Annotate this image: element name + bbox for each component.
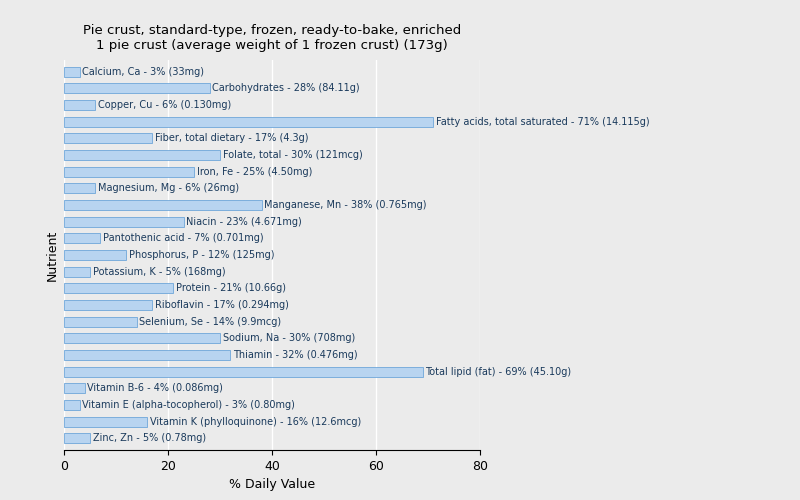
Text: Copper, Cu - 6% (0.130mg): Copper, Cu - 6% (0.130mg) (98, 100, 231, 110)
Bar (64, 166, 194, 176)
Bar (64, 150, 220, 160)
Text: Phosphorus, P - 12% (125mg): Phosphorus, P - 12% (125mg) (129, 250, 274, 260)
Bar (64, 116, 434, 126)
Bar (64, 84, 210, 94)
Text: Riboflavin - 17% (0.294mg): Riboflavin - 17% (0.294mg) (155, 300, 289, 310)
Bar (64, 216, 184, 226)
Text: Iron, Fe - 25% (4.50mg): Iron, Fe - 25% (4.50mg) (197, 166, 312, 176)
Bar (64, 250, 126, 260)
Text: Zinc, Zn - 5% (0.78mg): Zinc, Zn - 5% (0.78mg) (93, 434, 206, 444)
Text: Magnesium, Mg - 6% (26mg): Magnesium, Mg - 6% (26mg) (98, 184, 239, 194)
Bar (64, 66, 79, 76)
Y-axis label: Nutrient: Nutrient (46, 230, 58, 280)
Text: Total lipid (fat) - 69% (45.10g): Total lipid (fat) - 69% (45.10g) (426, 366, 571, 376)
Bar (64, 366, 422, 376)
Text: Selenium, Se - 14% (9.9mcg): Selenium, Se - 14% (9.9mcg) (139, 316, 282, 326)
Text: Fatty acids, total saturated - 71% (14.115g): Fatty acids, total saturated - 71% (14.1… (436, 116, 650, 126)
Bar (64, 316, 137, 326)
Bar (64, 434, 90, 444)
Text: Fiber, total dietary - 17% (4.3g): Fiber, total dietary - 17% (4.3g) (155, 134, 309, 143)
Bar (64, 416, 147, 426)
Text: Calcium, Ca - 3% (33mg): Calcium, Ca - 3% (33mg) (82, 66, 204, 76)
Bar (64, 384, 85, 394)
Bar (64, 234, 101, 243)
Bar (64, 400, 79, 410)
Title: Pie crust, standard-type, frozen, ready-to-bake, enriched
1 pie crust (average w: Pie crust, standard-type, frozen, ready-… (83, 24, 461, 52)
Text: Sodium, Na - 30% (708mg): Sodium, Na - 30% (708mg) (222, 334, 355, 344)
Text: Pantothenic acid - 7% (0.701mg): Pantothenic acid - 7% (0.701mg) (103, 234, 264, 243)
Text: Potassium, K - 5% (168mg): Potassium, K - 5% (168mg) (93, 266, 226, 276)
Text: Carbohydrates - 28% (84.11g): Carbohydrates - 28% (84.11g) (212, 84, 360, 94)
Bar (64, 134, 152, 143)
Bar (64, 300, 152, 310)
Bar (64, 334, 220, 344)
Text: Niacin - 23% (4.671mg): Niacin - 23% (4.671mg) (186, 216, 302, 226)
Bar (64, 100, 95, 110)
Text: Manganese, Mn - 38% (0.765mg): Manganese, Mn - 38% (0.765mg) (264, 200, 426, 210)
Text: Vitamin K (phylloquinone) - 16% (12.6mcg): Vitamin K (phylloquinone) - 16% (12.6mcg… (150, 416, 361, 426)
Text: Thiamin - 32% (0.476mg): Thiamin - 32% (0.476mg) (233, 350, 358, 360)
Bar (64, 200, 262, 210)
Bar (64, 184, 95, 194)
Bar (64, 284, 173, 294)
Bar (64, 350, 230, 360)
Text: Folate, total - 30% (121mcg): Folate, total - 30% (121mcg) (222, 150, 362, 160)
X-axis label: % Daily Value: % Daily Value (229, 478, 315, 492)
Bar (64, 266, 90, 276)
Text: Protein - 21% (10.66g): Protein - 21% (10.66g) (176, 284, 286, 294)
Text: Vitamin B-6 - 4% (0.086mg): Vitamin B-6 - 4% (0.086mg) (87, 384, 223, 394)
Text: Vitamin E (alpha-tocopherol) - 3% (0.80mg): Vitamin E (alpha-tocopherol) - 3% (0.80m… (82, 400, 295, 410)
